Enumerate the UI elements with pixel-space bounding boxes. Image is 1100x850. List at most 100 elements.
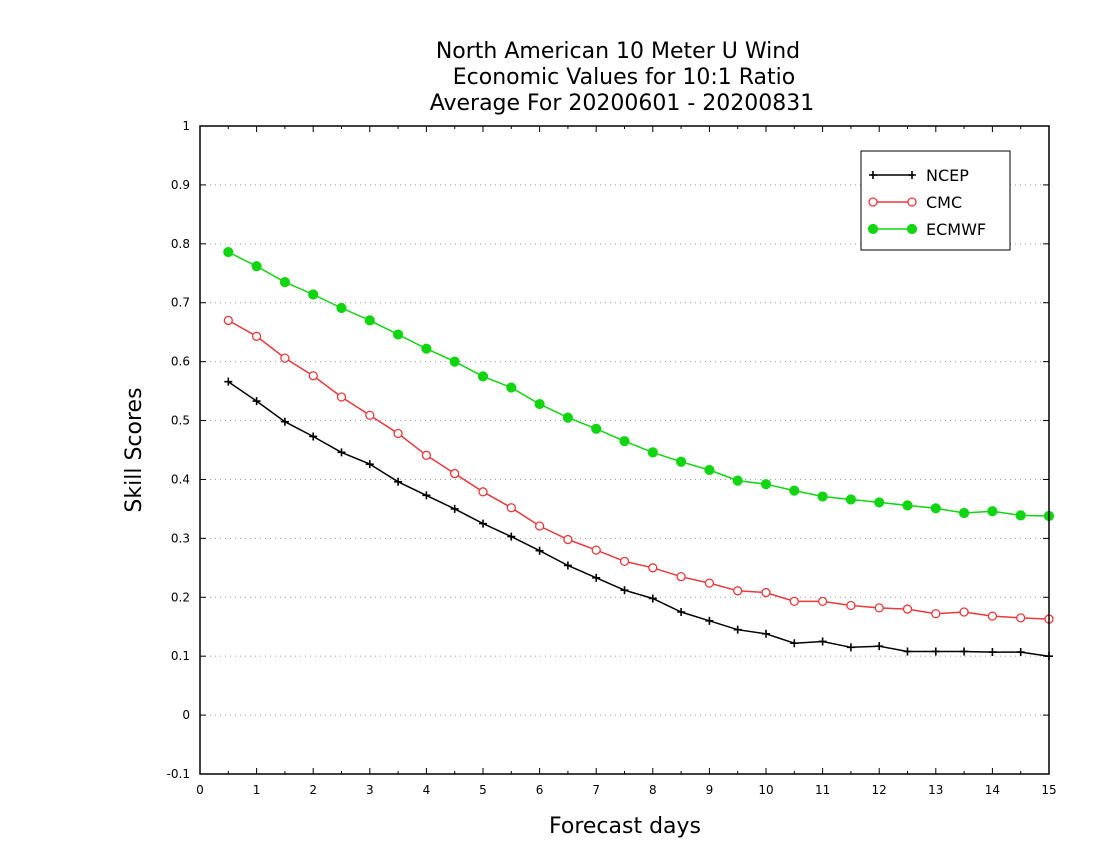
data-point-cmc [619, 556, 630, 566]
data-point-ecmwf [760, 479, 772, 490]
data-point-ecmwf [874, 497, 885, 508]
x-axis-title: Forecast days [549, 814, 701, 839]
data-point-ecmwf [251, 261, 262, 272]
data-point-ncep [790, 639, 799, 648]
data-point-cmc [591, 545, 601, 555]
title-line-3: Average For 20200601 - 20200831 [430, 91, 815, 116]
y-tick-label: 0.5 [171, 414, 190, 428]
data-point-ncep [762, 629, 770, 638]
y-tick-label: 0 [182, 708, 190, 722]
data-point-ncep [931, 647, 940, 656]
y-axis-title: Skill Scores [122, 387, 147, 512]
data-point-ecmwf [987, 506, 998, 517]
data-point-cmc [817, 596, 828, 607]
data-point-cmc [421, 450, 432, 460]
data-point-cmc [846, 600, 856, 611]
data-point-ecmwf [930, 503, 941, 514]
data-point-cmc [676, 572, 686, 582]
title-line-1: North American 10 Meter U Wind [436, 39, 800, 64]
data-point-ecmwf [506, 382, 517, 393]
data-point-ncep [252, 397, 261, 406]
data-point-ecmwf [902, 500, 913, 511]
data-point-ecmwf [704, 464, 715, 476]
title-line-2: Economic Values for 10:1 Ratio [453, 65, 795, 90]
data-point-cmc [393, 428, 403, 439]
y-tick-label: 0.9 [171, 178, 190, 192]
data-point-ncep [479, 519, 487, 528]
series-cmc [223, 315, 1054, 624]
data-point-ncep [648, 594, 657, 603]
data-point-cmc [336, 392, 347, 402]
data-point-ncep [1016, 648, 1025, 657]
legend-marker-ncep [869, 171, 877, 179]
data-point-ncep [365, 460, 374, 469]
x-tick-label: 2 [309, 783, 317, 797]
series-ecmwf [223, 246, 1055, 522]
x-tick-label: 5 [479, 783, 487, 797]
x-tick-label: 7 [592, 783, 600, 797]
data-point-ncep [280, 417, 289, 426]
x-axis-ticks: 0 1 2 3 4 5 6 7 8 9 10 11 12 13 14 15 [196, 126, 1057, 797]
series-ncep [224, 377, 1053, 661]
y-tick-label: -0.1 [167, 767, 190, 781]
data-point-ecmwf [449, 356, 460, 367]
data-point-cmc [534, 521, 545, 531]
x-tick-label: 14 [985, 783, 1000, 797]
y-tick-label: 0.3 [171, 531, 190, 545]
data-point-cmc [280, 353, 290, 363]
y-tick-label: 0.8 [171, 237, 190, 251]
data-point-cmc [1016, 613, 1026, 623]
data-point-ecmwf [421, 343, 432, 354]
data-point-ecmwf [562, 412, 574, 423]
data-point-cmc [987, 611, 998, 621]
data-point-cmc [789, 596, 799, 607]
data-point-ncep [733, 625, 742, 634]
data-point-cmc [506, 503, 516, 513]
gridlines [200, 184, 1049, 716]
data-point-ncep [394, 477, 403, 486]
data-point-ncep [450, 504, 459, 513]
chart-title: North American 10 Meter U Wind Economic … [430, 39, 815, 116]
series-line-cmc [227, 319, 1050, 620]
data-point-ncep [620, 586, 629, 595]
legend-marker-ecmwf [906, 223, 918, 235]
data-point-ncep [563, 561, 572, 570]
series-line-ncep [227, 381, 1050, 657]
data-point-ecmwf [364, 315, 375, 326]
data-point-ecmwf [676, 456, 687, 467]
legend-marker-cmc [907, 197, 917, 207]
data-point-cmc [959, 607, 969, 617]
data-point-cmc [478, 487, 488, 497]
data-series [223, 246, 1055, 661]
legend-marker-ecmwf [867, 223, 879, 235]
x-tick-label: 8 [649, 783, 657, 797]
data-point-ncep [535, 546, 544, 555]
data-point-ncep [677, 608, 686, 616]
data-point-ncep [903, 647, 912, 656]
data-point-cmc [450, 468, 460, 479]
data-point-ecmwf [817, 491, 828, 502]
data-point-cmc [761, 587, 771, 598]
legend-box [860, 150, 1011, 251]
data-point-ecmwf [308, 289, 319, 300]
data-point-ecmwf [477, 371, 489, 382]
data-point-cmc [704, 578, 715, 588]
data-point-ecmwf [279, 277, 290, 288]
data-point-ncep [224, 377, 233, 386]
data-point-ecmwf [619, 436, 630, 447]
data-point-ncep [705, 616, 714, 625]
x-tick-label: 1 [253, 783, 261, 797]
data-point-cmc [902, 604, 913, 614]
y-tick-label: 1 [182, 119, 190, 133]
x-tick-label: 13 [928, 783, 943, 797]
x-tick-label: 0 [196, 783, 204, 797]
data-point-ecmwf [647, 447, 658, 458]
y-tick-label: 0.4 [171, 472, 190, 486]
data-point-ncep [818, 637, 827, 646]
data-point-cmc [251, 331, 262, 341]
x-tick-label: 11 [815, 783, 830, 797]
data-point-ecmwf [789, 485, 800, 496]
legend-label-cmc: CMC [926, 193, 962, 212]
legend-marker-cmc [868, 197, 878, 207]
